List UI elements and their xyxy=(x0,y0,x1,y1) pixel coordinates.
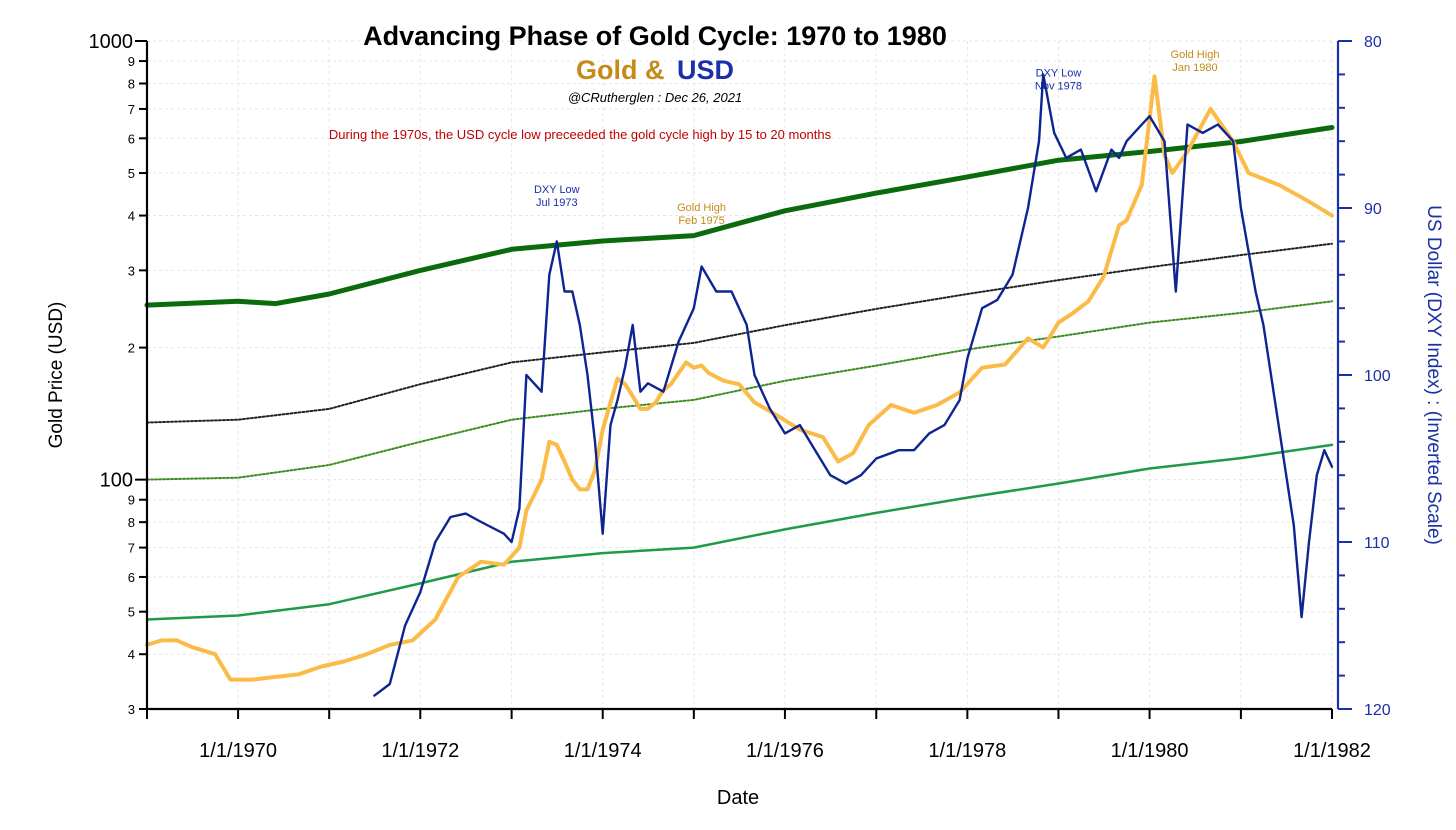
x-tick-label: 1/1/1980 xyxy=(1111,740,1189,762)
y-right-tick-label: 110 xyxy=(1364,535,1390,552)
usd-dxy-line xyxy=(373,73,1334,697)
y-left-tick-label: 4 xyxy=(128,647,135,662)
annotation-line: Jul 1973 xyxy=(536,197,578,209)
trend-line-top xyxy=(144,125,1335,308)
axes: 1/1/1970 1/1/1972 1/1/1974 1/1/1976 1/1/1978… xyxy=(89,31,1391,762)
y-left-tick-label: 8 xyxy=(128,77,135,92)
chart-title: Advancing Phase of Gold Cycle: 1970 to 1… xyxy=(363,21,947,51)
y-right-tick-label: 80 xyxy=(1364,34,1382,51)
x-tick-label: 1/1/1982 xyxy=(1293,740,1371,762)
chart-note: During the 1970s, the USD cycle low prec… xyxy=(329,127,832,142)
subtitle-usd: USD xyxy=(677,55,734,85)
annotation-line: Nov 1978 xyxy=(1035,80,1082,92)
trend-line-black-dotted xyxy=(146,242,1333,424)
x-tick-label: 1/1/1972 xyxy=(381,740,459,762)
y-left-tick-label: 1000 xyxy=(89,31,134,53)
annotation-line: Gold High xyxy=(677,202,726,214)
trend-line-green-dotted xyxy=(146,300,1333,481)
y-left-tick-label: 6 xyxy=(128,570,135,585)
gold-price-line xyxy=(145,74,1334,682)
y-left-tick-label: 3 xyxy=(128,263,135,278)
x-tick-label: 1/1/1970 xyxy=(199,740,277,762)
annotation-line: DXY Low xyxy=(1036,67,1082,79)
annotation-line: Feb 1975 xyxy=(678,215,724,227)
annotation-label: DXY Low Nov 1978 xyxy=(1035,67,1082,92)
x-axis-label: Date xyxy=(717,787,759,809)
series-layer xyxy=(144,73,1335,697)
annotation-line: Gold High xyxy=(1171,49,1220,61)
annotation-line: DXY Low xyxy=(534,184,580,196)
y-right-tick-label: 120 xyxy=(1364,702,1391,719)
y-left-tick-label: 9 xyxy=(128,54,135,69)
y-left-tick-label: 9 xyxy=(128,493,135,508)
y-right-tick-label: 90 xyxy=(1364,201,1382,218)
annotation-label: Gold High Feb 1975 xyxy=(677,202,726,227)
y-axis-right-label: US Dollar (DXY Index) : (Inverted Scale) xyxy=(1423,205,1444,545)
y-left-tick-label: 6 xyxy=(128,131,135,146)
subtitle-gold: Gold & xyxy=(576,55,665,85)
annotation-label: Gold High Jan 1980 xyxy=(1171,49,1220,74)
y-left-tick-label: 100 xyxy=(100,470,133,492)
y-left-tick-label: 7 xyxy=(128,541,135,556)
y-left-tick-label: 7 xyxy=(128,102,135,117)
y-left-tick-label: 4 xyxy=(128,209,135,224)
y-axis-left-label: Gold Price (USD) xyxy=(46,302,67,449)
annotation-label: DXY Low Jul 1973 xyxy=(534,184,580,209)
y-left-tick-label: 5 xyxy=(128,166,135,181)
y-left-tick-label: 5 xyxy=(128,605,135,620)
annotation-line: Jan 1980 xyxy=(1172,62,1217,74)
x-tick-label: 1/1/1978 xyxy=(928,740,1006,762)
x-tick-label: 1/1/1976 xyxy=(746,740,824,762)
chart-credit: @CRutherglen : Dec 26, 2021 xyxy=(568,90,742,105)
x-tick-label: 1/1/1974 xyxy=(564,740,642,762)
y-left-tick-label: 8 xyxy=(128,515,135,530)
y-right-tick-label: 100 xyxy=(1364,368,1391,385)
chart-subtitle: Gold & USD xyxy=(576,55,734,85)
trend-line-green xyxy=(145,443,1334,621)
y-left-tick-label: 2 xyxy=(128,341,135,356)
y-left-tick-label: 3 xyxy=(128,702,135,717)
